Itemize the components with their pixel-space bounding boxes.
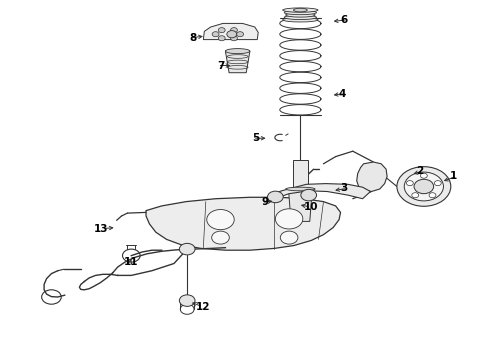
Circle shape bbox=[268, 191, 283, 203]
Circle shape bbox=[280, 231, 298, 244]
Text: 9: 9 bbox=[261, 197, 269, 207]
Circle shape bbox=[397, 167, 451, 206]
Text: 6: 6 bbox=[341, 15, 348, 25]
Circle shape bbox=[275, 209, 303, 229]
Circle shape bbox=[218, 36, 225, 41]
Circle shape bbox=[212, 32, 219, 37]
Text: 5: 5 bbox=[252, 133, 260, 143]
Text: 8: 8 bbox=[190, 33, 197, 43]
Circle shape bbox=[179, 295, 195, 306]
Ellipse shape bbox=[284, 15, 317, 19]
Circle shape bbox=[412, 193, 418, 198]
Circle shape bbox=[227, 31, 237, 38]
Ellipse shape bbox=[283, 18, 318, 22]
Ellipse shape bbox=[283, 8, 318, 12]
Circle shape bbox=[231, 28, 238, 33]
Text: 12: 12 bbox=[196, 302, 211, 312]
Text: 4: 4 bbox=[338, 89, 345, 99]
Circle shape bbox=[237, 32, 244, 37]
Polygon shape bbox=[357, 162, 387, 192]
Circle shape bbox=[231, 36, 238, 41]
Circle shape bbox=[212, 231, 229, 244]
Ellipse shape bbox=[284, 10, 317, 15]
Ellipse shape bbox=[286, 13, 315, 17]
Text: 10: 10 bbox=[304, 202, 318, 212]
Ellipse shape bbox=[225, 49, 250, 54]
Text: 1: 1 bbox=[450, 171, 457, 181]
Text: 11: 11 bbox=[123, 257, 138, 267]
Circle shape bbox=[406, 181, 413, 186]
Circle shape bbox=[404, 172, 443, 201]
Polygon shape bbox=[293, 160, 308, 191]
Circle shape bbox=[435, 181, 441, 186]
Circle shape bbox=[301, 189, 317, 201]
Text: 13: 13 bbox=[94, 224, 109, 234]
Text: 3: 3 bbox=[341, 183, 348, 193]
Polygon shape bbox=[225, 51, 250, 73]
Text: 7: 7 bbox=[217, 60, 224, 71]
Text: 2: 2 bbox=[416, 166, 424, 176]
Polygon shape bbox=[269, 184, 370, 199]
Circle shape bbox=[179, 243, 195, 255]
Ellipse shape bbox=[294, 8, 307, 12]
Polygon shape bbox=[146, 197, 341, 250]
Circle shape bbox=[429, 193, 436, 198]
Ellipse shape bbox=[286, 187, 315, 191]
Circle shape bbox=[218, 28, 225, 33]
Circle shape bbox=[414, 179, 434, 194]
Circle shape bbox=[420, 173, 427, 178]
Polygon shape bbox=[289, 191, 312, 221]
Circle shape bbox=[207, 210, 234, 230]
Polygon shape bbox=[203, 23, 258, 40]
